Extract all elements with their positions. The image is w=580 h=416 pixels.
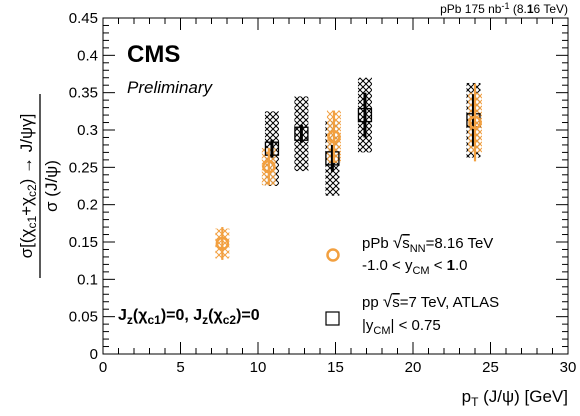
y-axis: 0 0.05 0.1 0.15 0.2 0.25 0.3 0.35 0.4 0.45	[69, 10, 568, 363]
legend-ppb-line1: pPb √sNN=8.16 TeV	[362, 233, 493, 255]
y-tick-label: 0.25	[69, 159, 98, 176]
status-label: Preliminary	[127, 78, 214, 97]
legend-ppb-line2: -1.0 < yCM < 1.0	[362, 257, 468, 277]
ppb-point	[215, 236, 230, 251]
data-marks	[215, 77, 482, 260]
x-tick-label: 30	[560, 359, 577, 376]
y-tick-label: 0.45	[69, 10, 98, 27]
y-tick-label: 0.1	[77, 271, 98, 288]
y-tick-label: 0.05	[69, 309, 98, 326]
legend-marker-ppb	[326, 248, 340, 262]
svg-text:σ[(χc1+χc2) → J/ψγ]: σ[(χc1+χc2) → J/ψγ]	[17, 114, 39, 259]
pp-point	[325, 151, 340, 166]
annotation: Jz(χc1)=0, Jz(χc2)=0	[118, 307, 260, 327]
x-tick-label: 5	[176, 359, 184, 376]
x-tick-label: 20	[405, 359, 422, 376]
x-tick-label: 25	[482, 359, 499, 376]
pp-point	[264, 141, 280, 156]
x-axis-title: pT (J/ψ) [GeV]	[462, 387, 568, 409]
pp-point	[357, 107, 373, 123]
y-tick-label: 0.35	[69, 85, 98, 102]
y-tick-label: 0	[90, 346, 98, 363]
ppb-point	[468, 115, 482, 130]
ppb-point	[262, 159, 276, 174]
x-tick-label: 0	[99, 359, 107, 376]
x-axis: 0 5 10 15 20 25 30	[99, 18, 577, 376]
experiment-label: CMS	[127, 41, 180, 68]
legend-marker-pp	[325, 311, 340, 326]
legend: pPb √sNN=8.16 TeV -1.0 < yCM < 1.0 pp √s…	[325, 233, 499, 337]
x-tick-label: 15	[327, 359, 344, 376]
ppb-point	[327, 129, 341, 144]
y-tick-label: 0.2	[77, 197, 98, 214]
y-axis-title: σ[(χc1+χc2) → J/ψγ] σ (J/ψ)	[17, 94, 61, 278]
legend-pp-line2: |yCM| < 0.75	[362, 317, 441, 337]
y-tick-label: 0.4	[77, 47, 98, 64]
legend-pp-line1: pp √s=7 TeV, ATLAS	[362, 292, 499, 311]
y-tick-label: 0.3	[77, 122, 98, 139]
x-tick-label: 10	[250, 359, 267, 376]
pp-point	[294, 126, 309, 141]
y-tick-label: 0.15	[69, 234, 98, 251]
corner-label: pPb 175 nb-1 (8.16 TeV)	[440, 1, 568, 16]
svg-text:σ (J/ψ): σ (J/ψ)	[42, 160, 61, 212]
